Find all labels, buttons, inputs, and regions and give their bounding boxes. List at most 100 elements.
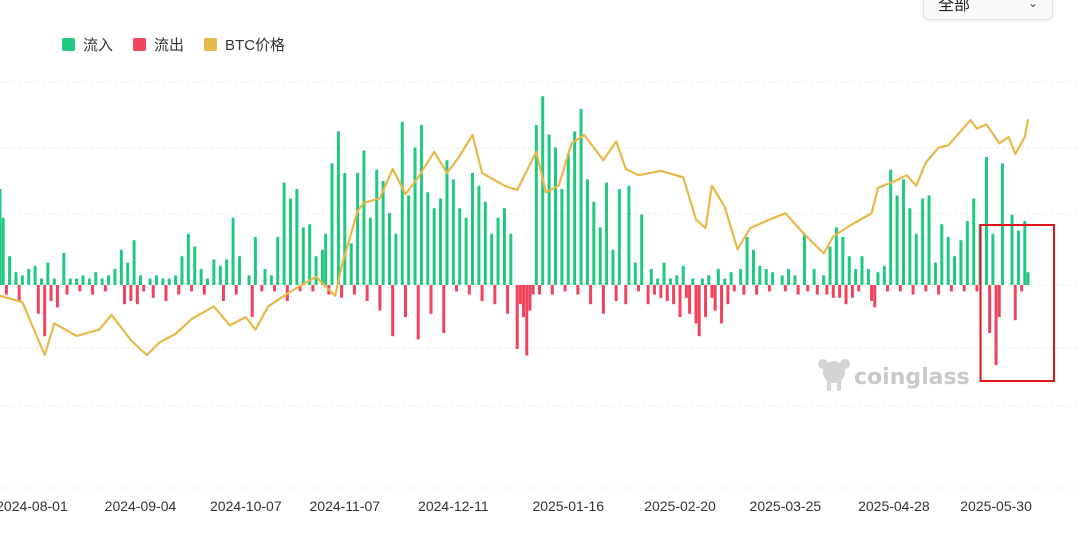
inflow-bar [940,224,944,285]
inflow-bar [611,249,615,285]
inflow-bar [52,278,56,285]
outflow-bar [710,285,714,298]
chevron-down-icon: ⌄ [1027,0,1038,10]
outflow-bar [614,285,618,301]
price-line [0,118,1030,357]
highlight-box [979,224,1055,382]
x-tick-label: 2024-11-07 [310,498,381,514]
inflow-bar [237,256,241,285]
inflow-bar [803,233,807,285]
inflow-bar [490,233,494,285]
outflow-bar [202,285,206,295]
outflow-bar [652,285,656,295]
inflow-bar [269,275,273,285]
inflow-bar [953,256,957,285]
outflow-bar [416,285,420,340]
outflow-bar [164,285,168,301]
legend-item-btc-price[interactable]: BTC价格 [204,34,285,55]
outflow-bar [988,285,992,333]
inflow-bar [700,278,704,285]
outflow-bar [429,285,433,314]
inflow-bar [295,189,299,285]
legend-swatch-outflow [133,38,147,51]
inflow-bar [381,181,385,285]
outflow-bar [515,285,519,349]
inflow-bar [496,217,500,285]
x-tick-label: 2024-12-11 [418,498,489,514]
outflow-bar [898,285,902,292]
outflow-bar [442,285,446,333]
outflow-bar [17,285,21,301]
outflow-bar [694,285,698,324]
inflow-bar [394,233,398,285]
outflow-bar [493,285,497,305]
outflow-bar [796,285,800,295]
outflow-bar [91,285,95,295]
inflow-bar [908,208,912,285]
inflow-bar [780,275,784,285]
outflow-bar [190,285,194,292]
inflow-bar [464,217,468,285]
outflow-bar [742,285,746,295]
inflow-bar [668,278,672,285]
inflow-bar [413,147,417,285]
outflow-bar [531,285,535,295]
outflow-bar [755,285,759,295]
inflow-bar [225,259,229,285]
inflow-bar [247,275,251,285]
outflow-bar [378,285,382,311]
outflow-bar [831,285,835,298]
inflow-bar [691,278,695,285]
inflow-bar [1,217,5,285]
range-select-dropdown[interactable]: 全部 ⌄ [923,0,1053,20]
outflow-bar [665,285,669,301]
outflow-bar [522,285,526,317]
inflow-bar [119,249,123,285]
inflow-bar [716,269,720,285]
inflow-bar [965,221,969,285]
outflow-bar [697,285,701,337]
inflow-bar [458,208,462,285]
inflow-bar [174,275,178,285]
outflow-bar [273,285,277,292]
inflow-bar [959,240,963,285]
chart-legend: 流入 流出 BTC价格 [62,34,285,55]
outflow-bar [340,285,344,298]
outflow-bar [815,285,819,295]
inflow-bar [62,253,66,285]
inflow-bar [470,173,474,285]
inflow-bar [841,237,845,285]
x-tick-label: 2025-02-20 [644,498,716,514]
coinglass-logo-icon [818,359,850,391]
inflow-bar [126,262,130,285]
outflow-bar [528,285,532,311]
inflow-bar [534,125,538,285]
inflow-bar [477,185,481,285]
inflow-bar [186,233,190,285]
outflow-bar [576,285,580,295]
x-tick-label: 2024-10-07 [210,498,282,514]
inflow-bar [362,150,366,285]
outflow-bar [924,285,928,292]
inflow-bar [946,237,950,285]
inflow-bar [751,249,755,285]
inflow-bar [87,278,91,285]
inflow-bar [375,169,379,285]
inflow-bar [167,278,171,285]
x-axis: 2024-08-01 2024-09-04 2024-10-07 2024-11-07… [0,498,1032,514]
inflow-bar [771,272,775,285]
inflow-bar [107,275,111,285]
outflow-bar [455,285,459,292]
outflow-bar [4,285,8,295]
outflow-bar [1020,285,1024,292]
legend-item-inflow[interactable]: 流入 [62,34,113,55]
legend-item-outflow[interactable]: 流出 [133,34,184,55]
inflow-bar [605,182,609,285]
outflow-bar [480,285,484,301]
inflow-bar [822,275,826,285]
inflow-bar [927,195,931,285]
outflow-bar [783,285,787,292]
inflow-bar [1023,221,1027,285]
inflow-bar [212,259,216,285]
inflow-bar [901,179,905,285]
